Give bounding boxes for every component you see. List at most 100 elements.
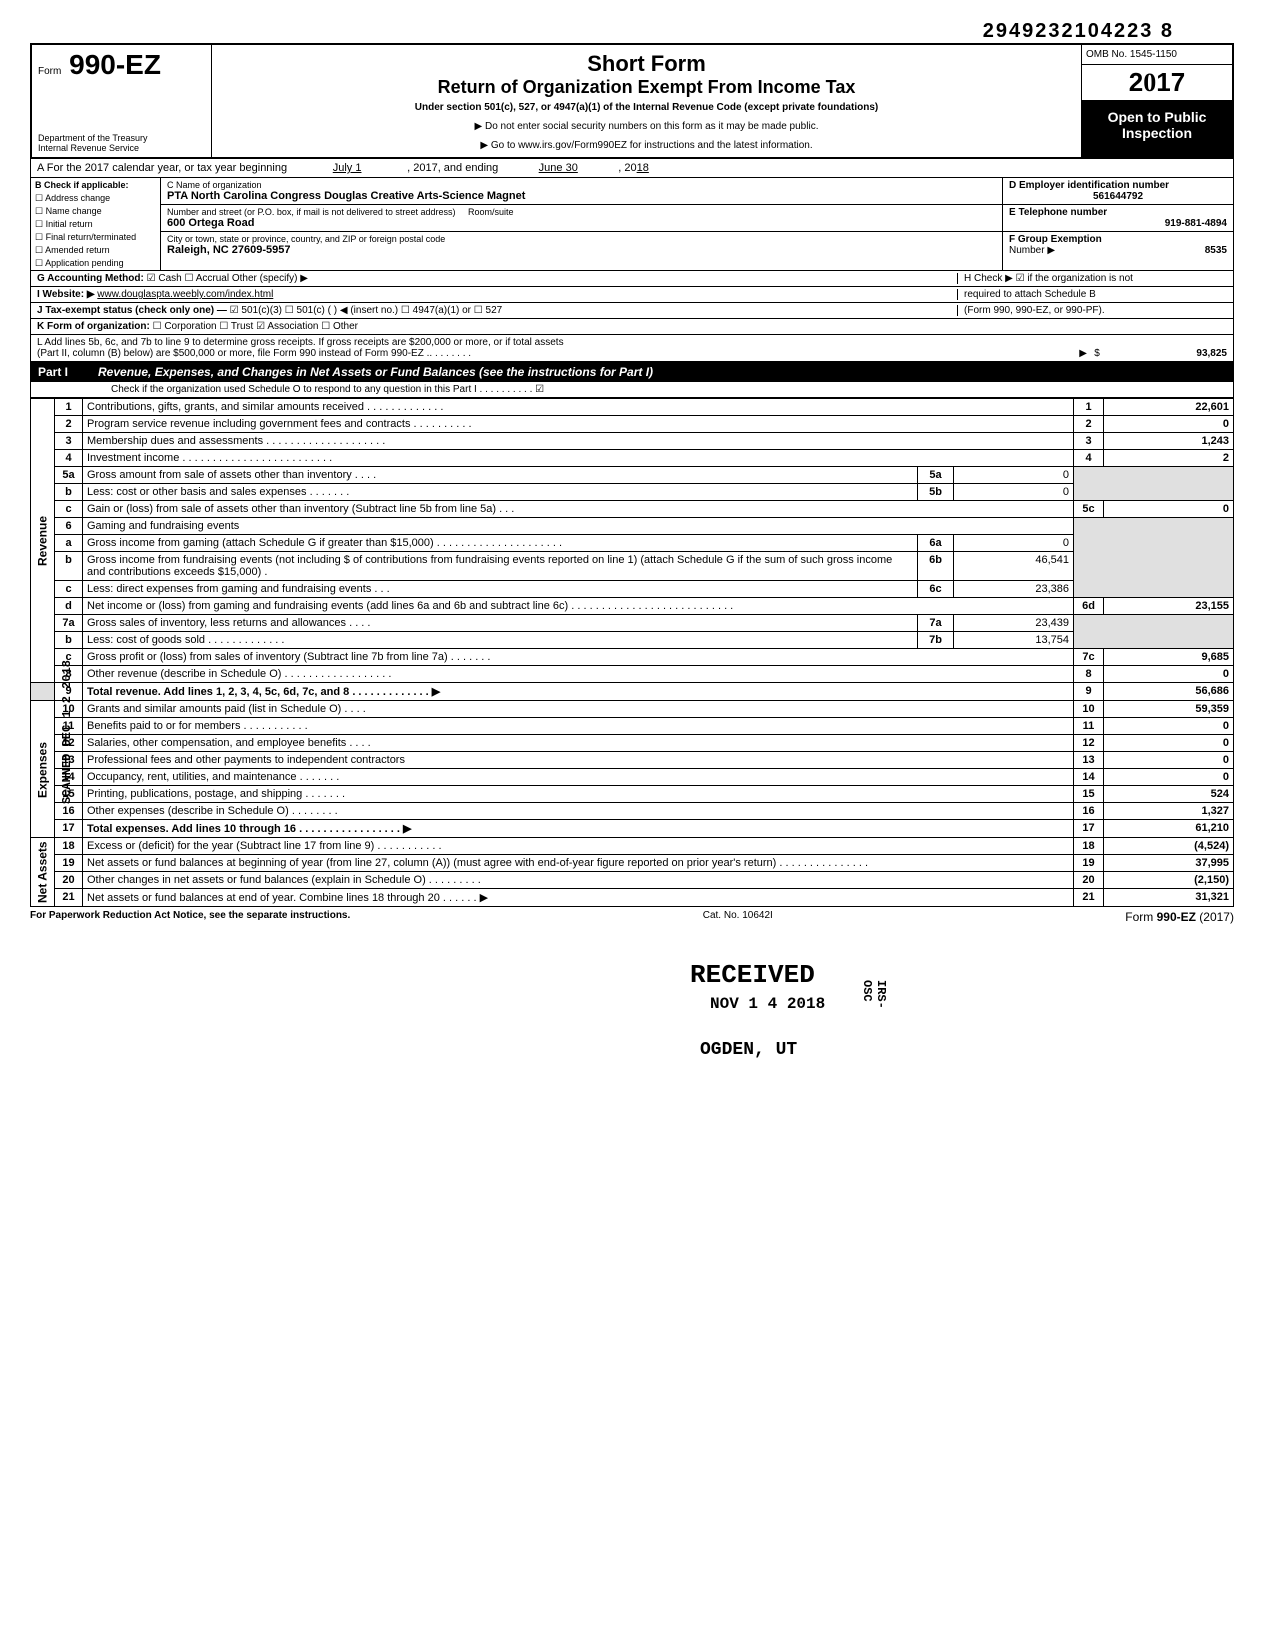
line4-no: 4	[1074, 450, 1104, 467]
line7c-no: 7c	[1074, 649, 1104, 666]
cb-name-change[interactable]: Name change	[31, 205, 160, 218]
c-room-label: Room/suite	[468, 207, 514, 217]
line6a-desc: Gross income from gaming (attach Schedul…	[83, 535, 918, 552]
line11-no: 11	[1074, 718, 1104, 735]
l-text1: L Add lines 5b, 6c, and 7b to line 9 to …	[37, 337, 1227, 348]
line18-desc: Excess or (deficit) for the year (Subtra…	[83, 838, 1074, 855]
e-label: E Telephone number	[1009, 207, 1107, 218]
stamp-date: NOV 1 4 2018	[710, 995, 825, 1013]
cb-other[interactable]: Other	[321, 321, 358, 332]
city-state-zip: Raleigh, NC 27609-5957	[167, 244, 996, 256]
line19-no: 19	[1074, 855, 1104, 872]
cb-cash[interactable]: Cash	[147, 273, 182, 284]
line15-amt: 524	[1104, 786, 1234, 803]
row-a-mid: , 2017, and ending	[407, 162, 498, 174]
line5a-iv: 0	[954, 467, 1074, 484]
line6a-il: 6a	[918, 535, 954, 552]
line8-no: 8	[1074, 666, 1104, 683]
line19-desc: Net assets or fund balances at beginning…	[83, 855, 1074, 872]
line16-desc: Other expenses (describe in Schedule O) …	[83, 803, 1074, 820]
f-label2: Number ▶	[1009, 245, 1055, 256]
cb-501c[interactable]: 501(c) (	[285, 305, 331, 316]
part1-check: Check if the organization used Schedule …	[30, 382, 1234, 398]
line13-amt: 0	[1104, 752, 1234, 769]
note-ssn: ▶ Do not enter social security numbers o…	[222, 121, 1071, 132]
stamp-received: RECEIVED	[690, 960, 815, 990]
footer-right: Form 990-EZ (2017)	[1125, 910, 1234, 924]
k-label: K Form of organization:	[37, 321, 150, 332]
cb-initial-return[interactable]: Initial return	[31, 218, 160, 231]
cb-final-return[interactable]: Final return/terminated	[31, 231, 160, 244]
f-label: F Group Exemption	[1009, 234, 1102, 245]
line6c-iv: 23,386	[954, 581, 1074, 598]
line8-amt: 0	[1104, 666, 1234, 683]
line10-no: 10	[1074, 701, 1104, 718]
line14-desc: Occupancy, rent, utilities, and maintena…	[83, 769, 1074, 786]
line7a-il: 7a	[918, 615, 954, 632]
end-year: 18	[637, 162, 649, 174]
line8-desc: Other revenue (describe in Schedule O) .…	[83, 666, 1074, 683]
l-arrow: ▶	[1079, 348, 1087, 359]
line12-amt: 0	[1104, 735, 1234, 752]
line17-amt: 61,210	[1104, 820, 1234, 838]
begin-date: July 1	[287, 162, 407, 174]
line6c-il: 6c	[918, 581, 954, 598]
line20-desc: Other changes in net assets or fund bala…	[83, 872, 1074, 889]
c-name-label: C Name of organization	[167, 180, 996, 190]
cb-assoc[interactable]: Association	[256, 321, 318, 332]
line16-no: 16	[1074, 803, 1104, 820]
org-name: PTA North Carolina Congress Douglas Crea…	[167, 190, 996, 202]
form-number: 990-EZ	[69, 49, 161, 80]
line5b-iv: 0	[954, 484, 1074, 501]
line10-desc: Grants and similar amounts paid (list in…	[83, 701, 1074, 718]
line9-desc: Total revenue. Add lines 1, 2, 3, 4, 5c,…	[83, 683, 1074, 701]
line5c-no: 5c	[1074, 501, 1104, 518]
line6c-desc: Less: direct expenses from gaming and fu…	[83, 581, 918, 598]
line1-desc: Contributions, gifts, grants, and simila…	[83, 399, 1074, 416]
cb-501c3[interactable]: 501(c)(3)	[230, 305, 282, 316]
line7a-desc: Gross sales of inventory, less returns a…	[83, 615, 918, 632]
cb-corp[interactable]: Corporation	[153, 321, 217, 332]
line5a-desc: Gross amount from sale of assets other t…	[83, 467, 918, 484]
j-label: J Tax-exempt status (check only one) —	[37, 305, 227, 316]
line2-desc: Program service revenue including govern…	[83, 416, 1074, 433]
line6b-il: 6b	[918, 552, 954, 581]
note-url: ▶ Go to www.irs.gov/Form990EZ for instru…	[222, 140, 1071, 151]
cb-trust[interactable]: Trust	[219, 321, 253, 332]
h-label: H Check ▶ ☑ if the organization is not	[964, 273, 1133, 284]
line3-desc: Membership dues and assessments . . . . …	[83, 433, 1074, 450]
cb-4947[interactable]: 4947(a)(1) or	[401, 305, 471, 316]
line10-amt: 59,359	[1104, 701, 1234, 718]
line1-no: 1	[1074, 399, 1104, 416]
line4-desc: Investment income . . . . . . . . . . . …	[83, 450, 1074, 467]
dept-irs: Internal Revenue Service	[38, 143, 205, 153]
cb-address-change[interactable]: Address change	[31, 192, 160, 205]
line14-amt: 0	[1104, 769, 1234, 786]
cb-527[interactable]: 527	[474, 305, 502, 316]
i-label: I Website: ▶	[37, 289, 95, 300]
line4-amt: 2	[1104, 450, 1234, 467]
line6b-iv: 46,541	[954, 552, 1074, 581]
line7a-iv: 23,439	[954, 615, 1074, 632]
tax-year: 2017	[1082, 65, 1232, 101]
form-header: Form 990-EZ Department of the Treasury I…	[30, 43, 1234, 159]
line20-amt: (2,150)	[1104, 872, 1234, 889]
part1-label: Part I	[38, 365, 98, 379]
line20-no: 20	[1074, 872, 1104, 889]
j-insert: ) ◀ (insert no.)	[334, 305, 398, 316]
line21-amt: 31,321	[1104, 889, 1234, 907]
line9-no: 9	[1074, 683, 1104, 701]
stamp-irs: IRS-OSC	[860, 980, 888, 1009]
line7b-desc: Less: cost of goods sold . . . . . . . .…	[83, 632, 918, 649]
line6b-desc: Gross income from fundraising events (no…	[83, 552, 918, 581]
line15-no: 15	[1074, 786, 1104, 803]
cb-amended[interactable]: Amended return	[31, 244, 160, 257]
line17-no: 17	[1074, 820, 1104, 838]
line7c-amt: 9,685	[1104, 649, 1234, 666]
cb-application[interactable]: Application pending	[31, 257, 160, 270]
l-dollar: $	[1087, 348, 1107, 359]
cb-accrual[interactable]: Accrual	[185, 273, 230, 284]
open-public-2: Inspection	[1086, 125, 1228, 141]
line2-no: 2	[1074, 416, 1104, 433]
line9-amt: 56,686	[1104, 683, 1234, 701]
